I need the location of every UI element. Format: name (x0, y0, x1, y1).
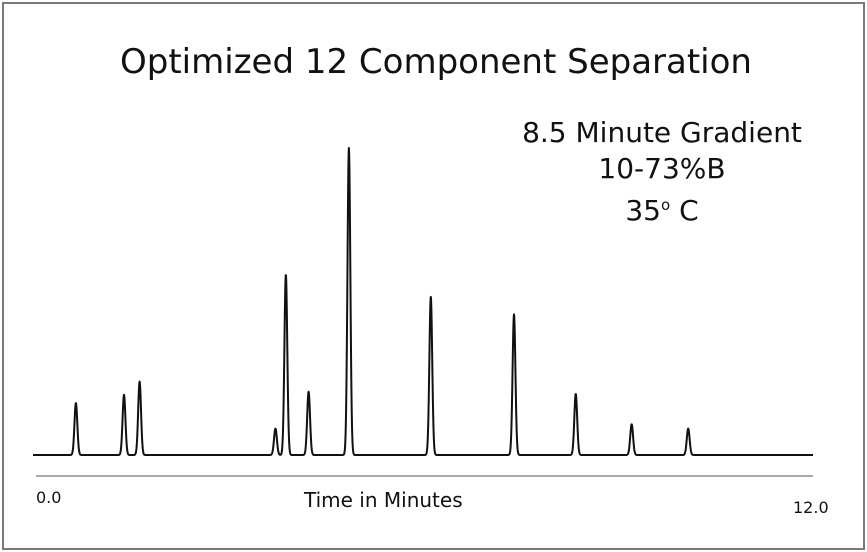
chromatogram-trace (32, 147, 814, 456)
temperature-unit: C (670, 194, 699, 227)
peak-7 (346, 145, 352, 151)
x-tick-end: 12.0 (793, 498, 829, 517)
peak-5 (283, 271, 289, 277)
peak-12 (685, 426, 691, 432)
peak-11 (629, 421, 635, 427)
annotation-mobile-phase: 10-73%B (598, 152, 726, 185)
annotation-gradient: 8.5 Minute Gradient (522, 116, 802, 149)
degree-symbol: o (661, 196, 671, 214)
annotation-temperature: 35o C (512, 187, 812, 229)
peak-9 (511, 311, 517, 317)
peak-4 (272, 426, 278, 432)
chart-title: Optimized 12 Component Separation (120, 42, 752, 82)
x-tick-start: 0.0 (36, 488, 62, 507)
peak-3 (137, 379, 143, 385)
peak-6 (306, 389, 312, 395)
x-axis-label: Time in Minutes (304, 488, 463, 512)
peak-2 (121, 392, 127, 398)
peak-10 (573, 391, 579, 397)
peak-8 (428, 294, 434, 300)
temperature-value: 35 (625, 194, 661, 227)
peak-1 (73, 400, 79, 406)
peak-markers (73, 145, 691, 432)
chart-annotation: 8.5 Minute Gradient 10-73%B 35o C (512, 115, 812, 229)
